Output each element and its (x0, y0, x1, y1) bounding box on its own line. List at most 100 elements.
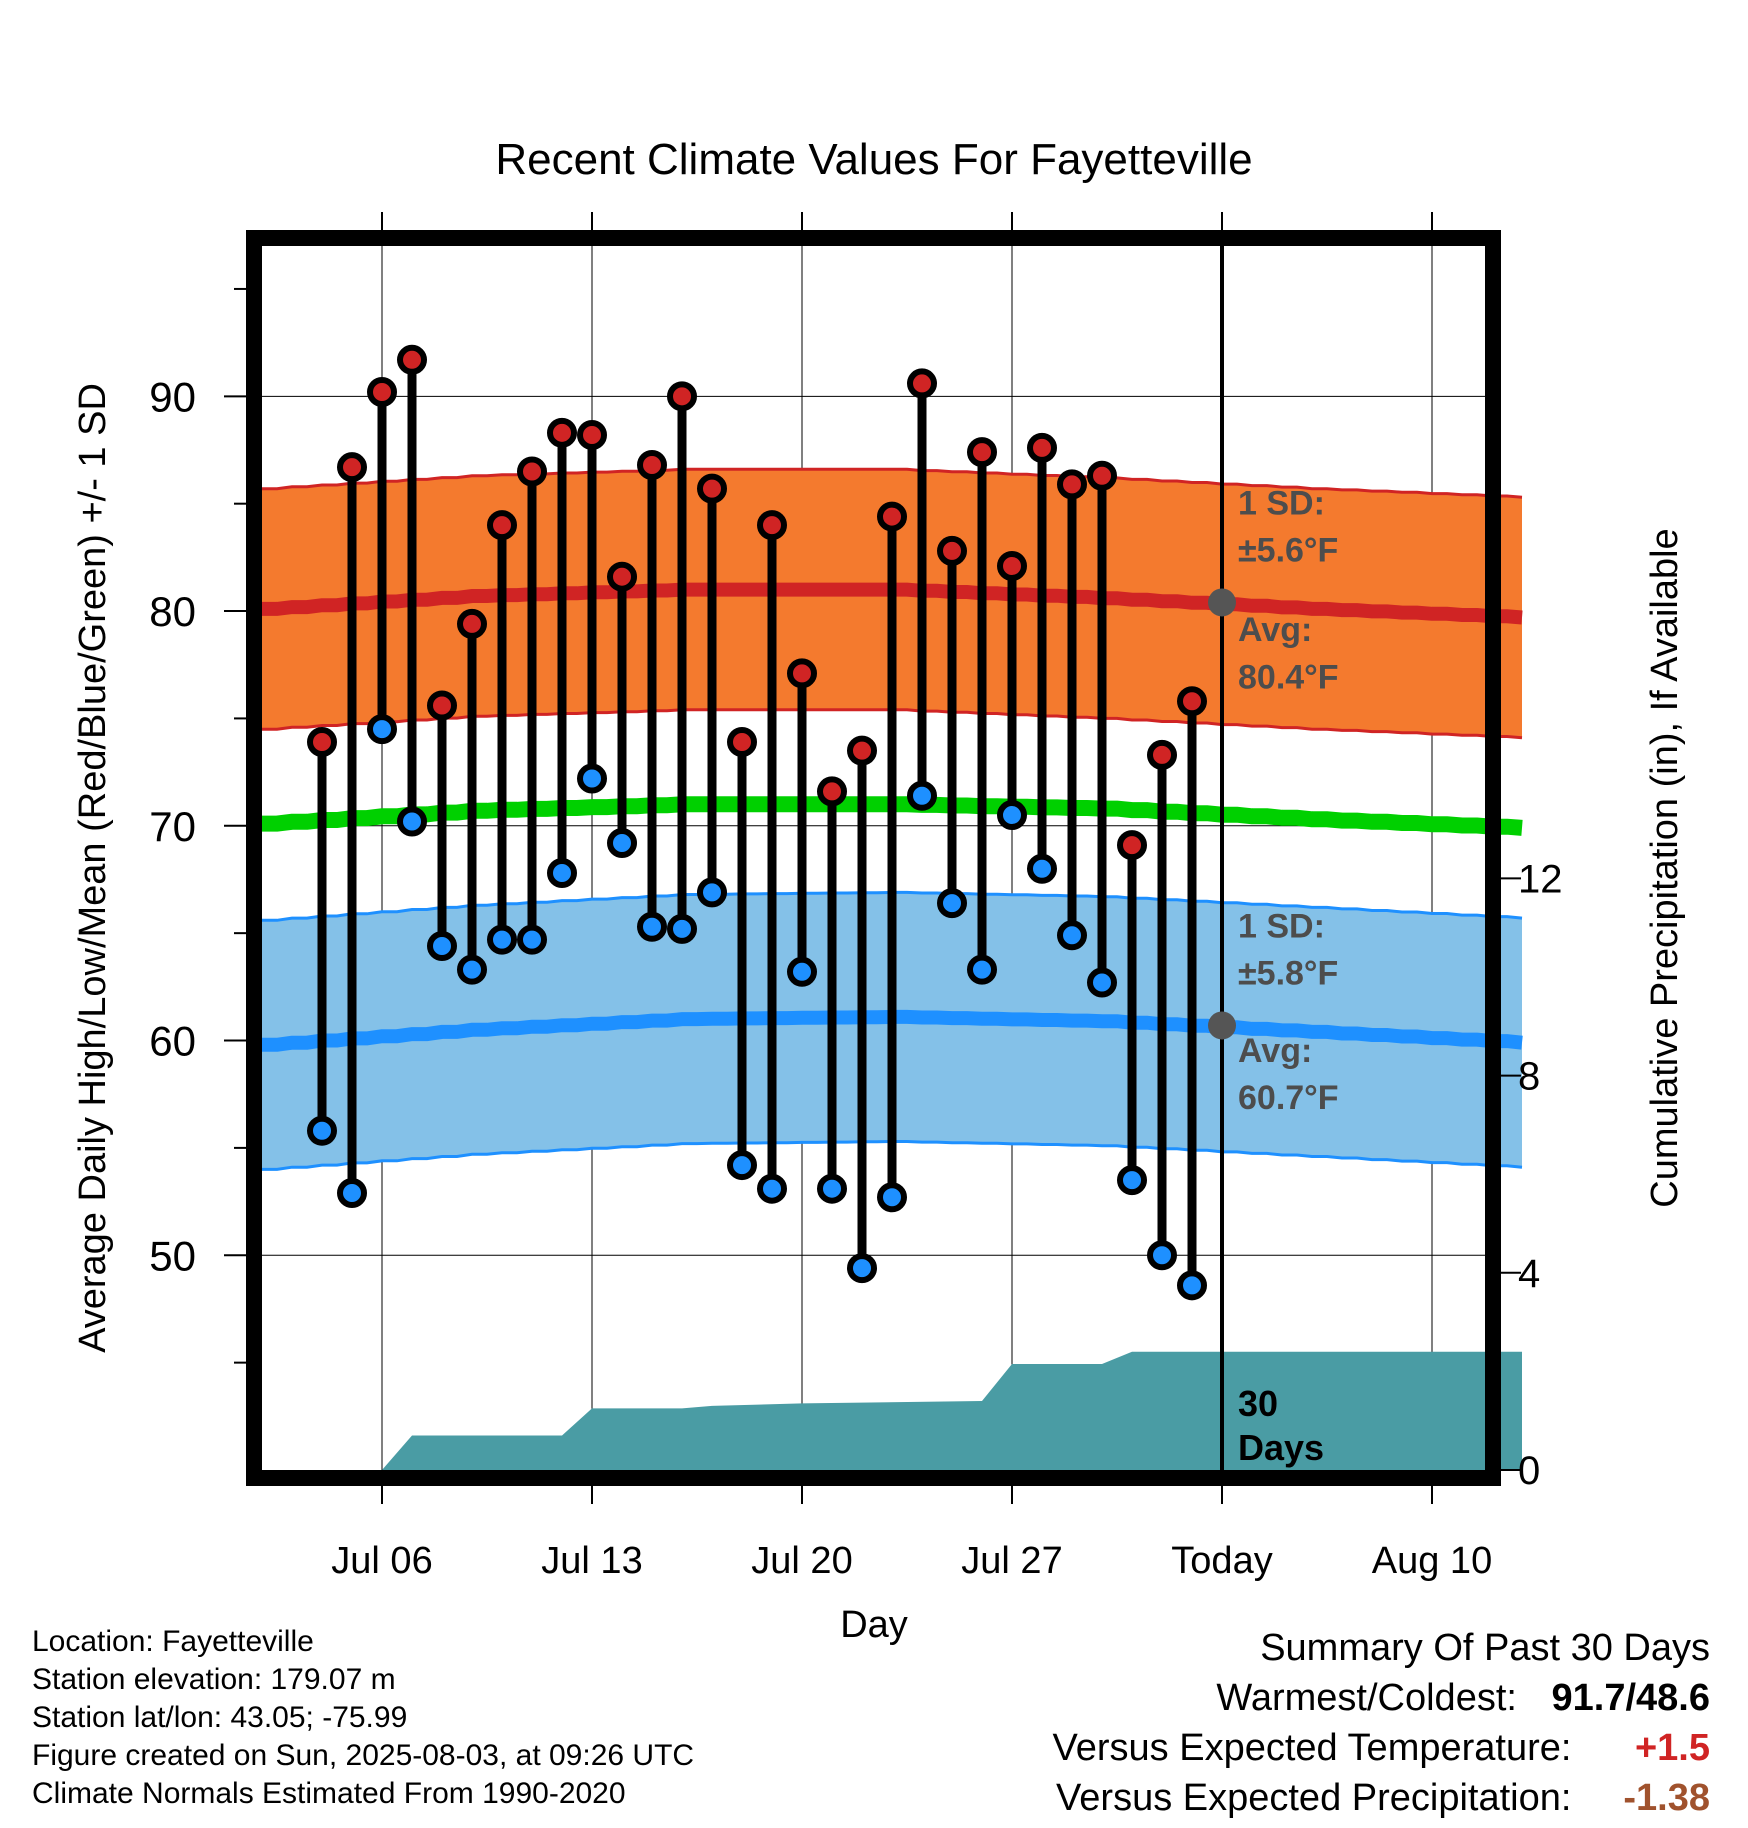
y-tick-label: 50 (149, 1232, 196, 1279)
low-avg-label: Avg: (1238, 1032, 1312, 1070)
low-point (817, 1173, 847, 1204)
summary-warm-row: Warmest/Coldest: 91.7/48.6 (1053, 1673, 1710, 1723)
high-point (817, 776, 847, 807)
low-point (307, 1115, 337, 1146)
info-created: Figure created on Sun, 2025-08-03, at 09… (32, 1739, 695, 1772)
cumulative-precip-area (382, 1351, 1522, 1470)
high-point (1117, 830, 1147, 861)
low-point (727, 1150, 757, 1181)
info-elevation: Station elevation: 179.07 m (32, 1663, 396, 1696)
low-point (517, 924, 547, 955)
x-tick-label: Today (1171, 1540, 1272, 1582)
high-sd-label: 1 SD: (1238, 484, 1325, 522)
high-avg-label: Avg: (1238, 611, 1312, 649)
summary-temp-row: Versus Expected Temperature: +1.5 (1053, 1723, 1710, 1773)
y2-tick-label: 4 (1518, 1252, 1540, 1296)
low-point (1177, 1270, 1207, 1301)
low-point (1117, 1165, 1147, 1196)
high-point (427, 690, 457, 721)
high-point (457, 608, 487, 639)
low-point (1087, 967, 1117, 998)
high-point (1057, 469, 1087, 500)
today-line (1208, 246, 1236, 1470)
low-point (607, 827, 637, 858)
high-point (397, 344, 427, 375)
x-tick-label: Aug 10 (1372, 1540, 1492, 1582)
high-point (757, 510, 787, 541)
x-axis-label: Day (840, 1604, 908, 1646)
x-tick-label: Jul 13 (541, 1540, 642, 1582)
high-point (667, 381, 697, 412)
high-point (307, 727, 337, 758)
y-tick-label: 80 (149, 588, 196, 635)
high-point (1027, 432, 1057, 463)
high-point (907, 368, 937, 399)
high-point (697, 473, 727, 504)
high-point (637, 450, 667, 481)
low-point (547, 858, 577, 889)
summary-title: Summary Of Past 30 Days (1260, 1627, 1710, 1669)
low-point (667, 913, 697, 944)
low-point (757, 1173, 787, 1204)
y-tick-label: 90 (149, 373, 196, 420)
info-location: Location: Fayetteville (32, 1625, 314, 1658)
period-label-days: Days (1238, 1427, 1324, 1468)
info-normals: Climate Normals Estimated From 1990-2020 (32, 1777, 626, 1810)
high-point (337, 452, 367, 483)
warm-label: Warmest/Coldest: (1216, 1677, 1517, 1719)
temp-label: Versus Expected Temperature: (1052, 1727, 1572, 1769)
high-point (967, 437, 997, 468)
high-point (607, 561, 637, 592)
temp-value: +1.5 (1634, 1727, 1710, 1769)
high-point (1087, 460, 1117, 491)
low-point (487, 924, 517, 955)
high-point (517, 456, 547, 487)
station-info: Location: Fayetteville Station elevation… (32, 1623, 694, 1813)
warm-value: 91.7/48.6 (1551, 1677, 1710, 1719)
summary-panel: Summary Of Past 30 Days Warmest/Coldest:… (1053, 1623, 1710, 1823)
precipitation-area (382, 1351, 1522, 1470)
y-tick-label: 60 (149, 1018, 196, 1065)
high-point (997, 550, 1027, 581)
x-tick-label: Jul 06 (331, 1540, 432, 1582)
precip-value: -1.38 (1623, 1777, 1710, 1819)
low-point (697, 877, 727, 908)
high-sd-value: ±5.6°F (1238, 532, 1338, 570)
low-point (877, 1182, 907, 1213)
low-point (637, 911, 667, 942)
high-point (367, 377, 397, 408)
precip-label: Versus Expected Precipitation: (1056, 1777, 1572, 1819)
axes: Jul 06 Jul 13 Jul 20 Jul 27 Today Aug 10 50 60 7… (149, 212, 1563, 1582)
today-avg-high-marker (1208, 588, 1236, 617)
y2-tick-label: 0 (1518, 1449, 1540, 1493)
high-point (487, 510, 517, 541)
plot-frame (246, 230, 1501, 1486)
high-point (547, 417, 577, 448)
low-point (937, 888, 967, 919)
low-point (1027, 853, 1057, 884)
low-sd-label: 1 SD: (1238, 907, 1325, 945)
x-tick-label: Jul 20 (751, 1540, 852, 1582)
low-avg-value: 60.7°F (1238, 1079, 1339, 1117)
y2-tick-label: 12 (1518, 857, 1563, 901)
y-tick-label: 70 (149, 803, 196, 850)
low-point (997, 800, 1027, 831)
high-point (1147, 739, 1177, 770)
low-point (847, 1253, 877, 1284)
low-point (427, 931, 457, 962)
annotations: 1 SD: ±5.6°F Avg: 80.4°F 1 SD: ±5.8°F Avg: 60.7… (1238, 484, 1339, 1468)
high-point (877, 501, 907, 532)
low-point (1147, 1240, 1177, 1271)
low-sd-value: ±5.8°F (1238, 955, 1338, 993)
info-latlon: Station lat/lon: 43.05; -75.99 (32, 1701, 408, 1734)
high-point (577, 419, 607, 450)
high-point (727, 727, 757, 758)
daily-range-bars (307, 344, 1207, 1301)
low-point (787, 956, 817, 987)
chart-title: Recent Climate Values For Fayetteville (495, 135, 1252, 184)
today-avg-low-marker (1208, 1011, 1236, 1040)
high-point (787, 658, 817, 689)
period-label-number: 30 (1238, 1383, 1278, 1424)
low-point (907, 780, 937, 811)
x-tick-label: Jul 27 (961, 1540, 1062, 1582)
